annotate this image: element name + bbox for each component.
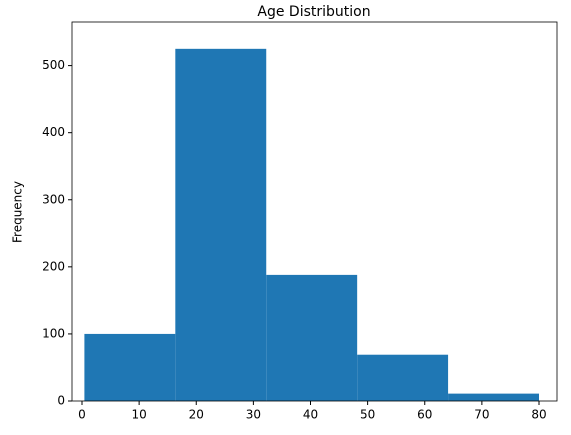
y-tick-label: 200 [42, 259, 65, 273]
bar [448, 393, 540, 401]
bar [175, 48, 267, 402]
x-tick-label: 20 [189, 408, 204, 422]
x-tick-label: 10 [131, 408, 146, 422]
x-tick-label: 80 [531, 408, 546, 422]
x-tick-label: 70 [474, 408, 489, 422]
x-tick-label: 30 [246, 408, 261, 422]
y-tick-label: 500 [42, 58, 65, 72]
axes-frame [71, 21, 558, 402]
y-tick-label: 300 [42, 192, 65, 206]
bar [357, 354, 449, 401]
y-tick-label: 0 [57, 394, 65, 408]
y-tick-label: 100 [42, 326, 65, 340]
x-tick-label: 40 [303, 408, 318, 422]
bar [266, 274, 358, 401]
x-tick-label: 60 [417, 408, 432, 422]
x-tick-label: 50 [360, 408, 375, 422]
y-axis-label: Frequency [11, 181, 25, 243]
x-tick-label: 0 [78, 408, 86, 422]
chart-title: Age Distribution [257, 4, 370, 20]
y-tick-label: 400 [42, 125, 65, 139]
bar [84, 333, 176, 401]
